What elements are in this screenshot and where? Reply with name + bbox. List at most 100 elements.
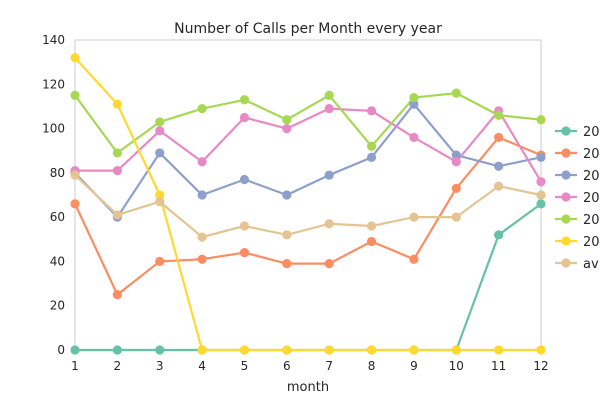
- series-4-point: [409, 92, 419, 103]
- series-3-point: [239, 112, 250, 123]
- series-6-point: [70, 170, 80, 180]
- series-2-point: [324, 170, 334, 180]
- series-3-point: [409, 132, 419, 143]
- series-4-point: [536, 115, 546, 125]
- y-tick-labels: 0 20 40 60 80 100 120 140: [42, 33, 65, 357]
- series-line-3: [75, 107, 542, 183]
- series-6-point: [282, 230, 292, 240]
- legend-marker-6: [561, 258, 571, 268]
- series-2-point: [239, 174, 250, 185]
- chart-title: Number of Calls per Month every year: [174, 21, 442, 37]
- series-5-point: [494, 345, 504, 355]
- series-6-point: [366, 221, 377, 231]
- legend-label: av: [583, 257, 599, 272]
- series-6-point: [494, 181, 504, 191]
- y-tick-label: 120: [42, 77, 65, 91]
- series-1-point: [197, 254, 207, 264]
- series-1-point: [324, 259, 334, 269]
- series-1-point: [282, 259, 292, 269]
- legend-label: 20: [583, 235, 600, 250]
- series-1-point: [70, 199, 80, 209]
- series-5-point: [324, 345, 334, 355]
- series-4-point: [155, 117, 165, 127]
- legend-label: 20: [583, 125, 600, 140]
- series-6-point: [112, 210, 122, 220]
- series-line-4: [74, 92, 542, 155]
- series-5-point: [70, 53, 80, 63]
- legend-marker-3: [561, 192, 571, 202]
- legend-marker-4: [561, 214, 571, 224]
- y-tick-label: 100: [42, 122, 65, 136]
- series-5-point: [239, 345, 250, 355]
- series-4-point: [197, 104, 207, 114]
- series-3-point: [366, 106, 377, 116]
- series-3-point: [282, 123, 292, 134]
- series-4-point: [282, 115, 292, 125]
- legend-marker-1: [561, 148, 571, 158]
- series-3-point: [536, 177, 546, 187]
- legend-label: 20: [583, 213, 600, 228]
- series-2-point: [409, 99, 419, 109]
- series-1-point: [155, 256, 165, 267]
- plot-frame: [74, 39, 542, 351]
- x-tick-label: 8: [368, 359, 376, 373]
- series-5-point: [112, 99, 122, 109]
- series-4-point: [451, 88, 461, 98]
- series-2-point: [536, 152, 546, 162]
- series-5-point: [155, 190, 165, 200]
- series-0-point: [155, 345, 165, 355]
- x-tick-label: 2: [114, 359, 122, 373]
- series-5-point: [409, 345, 419, 355]
- legend-marker-2: [561, 170, 571, 180]
- legend-marker-5: [561, 236, 571, 246]
- series-0-point: [536, 199, 546, 209]
- legend-label: 20: [583, 169, 600, 184]
- y-tick-label: 80: [50, 166, 65, 180]
- series-3-point: [112, 166, 122, 176]
- series-0-point: [70, 345, 80, 355]
- legend-label: 20: [583, 147, 600, 162]
- y-tick-label: 140: [42, 33, 65, 47]
- series-3-point: [197, 157, 207, 167]
- series-3-point: [451, 157, 461, 167]
- series-1-point: [409, 254, 419, 264]
- series-2-point: [155, 148, 165, 158]
- series-5-point: [197, 345, 207, 355]
- legend-label: 20: [583, 191, 600, 206]
- series-1-point: [366, 236, 377, 247]
- y-tick-label: 40: [50, 254, 65, 268]
- x-tick-label: 11: [491, 359, 506, 373]
- series-5-point: [366, 345, 377, 355]
- x-tick-label: 5: [241, 359, 249, 373]
- series-6-point: [197, 232, 207, 242]
- series-6-point: [536, 190, 546, 200]
- series-6-point: [409, 212, 419, 222]
- series-line-5: [74, 56, 541, 352]
- series-1-point: [112, 290, 122, 300]
- x-tick-label: 1: [71, 359, 79, 373]
- legend-marker-0: [561, 126, 571, 136]
- x-tick-label: 12: [533, 359, 548, 373]
- series-5-point: [536, 345, 546, 355]
- series-3-point: [155, 126, 165, 136]
- series-6-point: [239, 221, 250, 231]
- series-line-1: [74, 136, 542, 296]
- series-line-0: [75, 202, 542, 352]
- series-4-point: [70, 90, 80, 100]
- series-3-point: [324, 104, 334, 114]
- series-2-point: [197, 190, 207, 200]
- series-line-6: [74, 174, 542, 239]
- series-4-point: [494, 110, 504, 120]
- x-tick-label: 7: [325, 359, 333, 373]
- series-6-point: [155, 197, 165, 207]
- y-tick-label: 0: [57, 343, 65, 357]
- series-4-point: [112, 148, 122, 158]
- series-lines: [74, 56, 542, 352]
- series-6-point: [324, 219, 334, 229]
- y-tick-label: 20: [50, 299, 65, 313]
- series-2-point: [494, 161, 504, 171]
- x-tick-labels: 1 2 3 4 5 6 7 8 9 10 11 12: [71, 359, 548, 373]
- series-1-point: [239, 247, 250, 258]
- x-axis-label: month: [287, 380, 329, 395]
